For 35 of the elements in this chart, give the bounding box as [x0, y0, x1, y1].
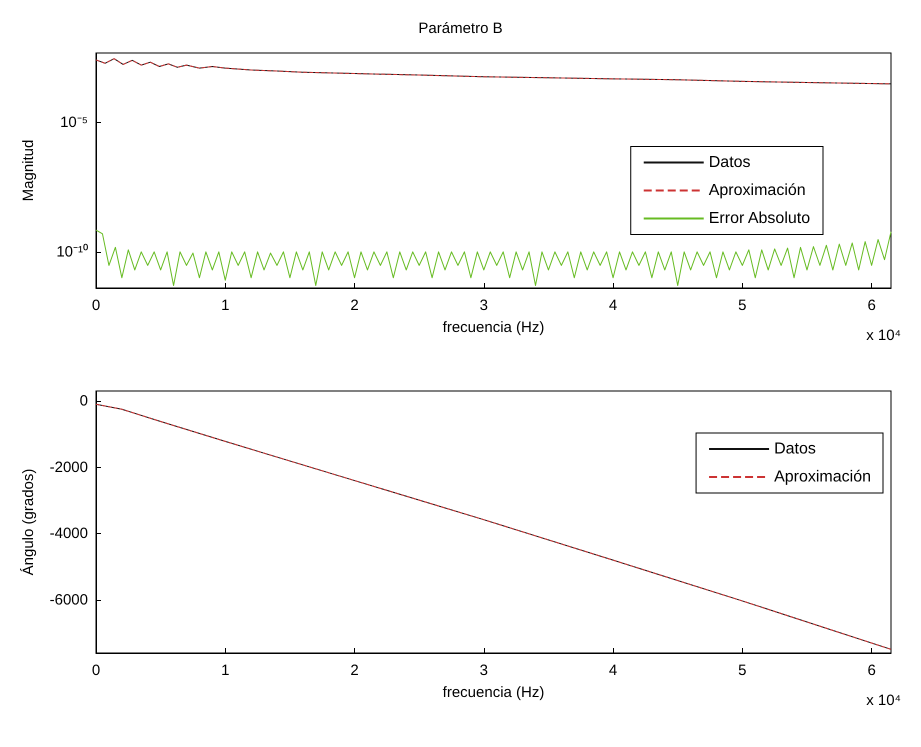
y-tick-label: -6000: [50, 591, 88, 608]
x-axis-title: frecuencia (Hz): [442, 319, 544, 336]
x-axis-title: frecuencia (Hz): [442, 684, 544, 701]
legend-label: Datos: [708, 154, 751, 171]
x-tick-label: 1: [221, 297, 230, 314]
x-tick-label: 3: [480, 662, 488, 679]
x-tick-label: 5: [738, 662, 747, 679]
text: x 10⁴: [866, 327, 902, 344]
y-axis-title: Ángulo (grados): [19, 468, 37, 576]
x-tick-label: 6: [867, 297, 876, 314]
legend-label: Error Absoluto: [708, 210, 810, 227]
y-tick-label: 0: [80, 392, 88, 410]
x-tick-label: 6: [867, 662, 876, 679]
line-series: [96, 58, 892, 84]
y-tick-label: -2000: [50, 458, 88, 476]
x-tick-label: 2: [350, 297, 359, 314]
x-tick-label: 2: [350, 662, 359, 679]
text: x 10⁴: [866, 692, 902, 709]
line-series: [96, 230, 892, 286]
y-tick-label: 10⁻⁵: [60, 114, 88, 132]
y-tick-label: -4000: [50, 525, 88, 542]
chart-title: Parámetro B: [418, 20, 503, 37]
x-tick-label: 0: [92, 662, 100, 679]
y-axis-title: Magnitud: [20, 140, 37, 202]
x-tick-label: 3: [480, 297, 488, 314]
x-tick-label: 0: [92, 297, 100, 314]
line-series: [96, 404, 892, 650]
legend-label: Aproximación: [708, 182, 806, 199]
legend-label: Aproximación: [774, 468, 872, 486]
x-tick-label: 5: [738, 297, 747, 314]
y-tick-label: 10⁻¹⁰: [56, 243, 88, 260]
legend-label: Datos: [774, 440, 816, 458]
x-tick-label: 4: [608, 297, 618, 314]
x-tick-label: 1: [221, 662, 230, 679]
x-tick-label: 4: [608, 662, 618, 679]
